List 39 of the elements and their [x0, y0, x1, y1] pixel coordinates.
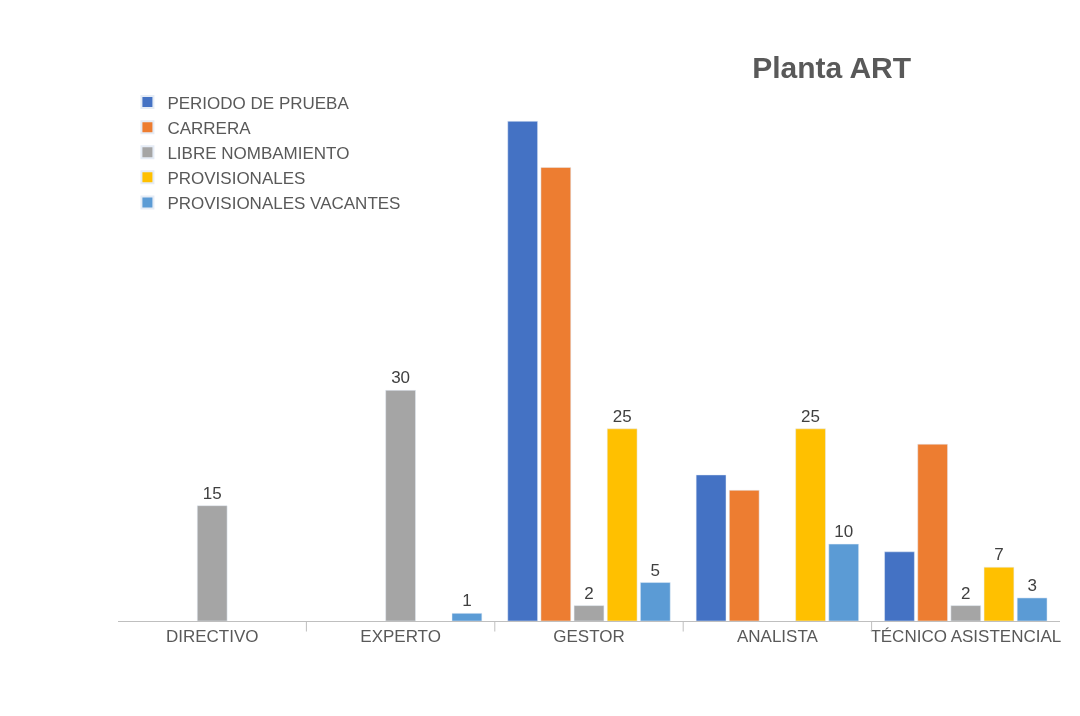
legend-label: PROVISIONALES [167, 168, 306, 188]
bar [507, 121, 538, 621]
x-tick-label: TÉCNICO ASISTENCIAL [870, 627, 1062, 647]
legend-label: CARRERA [167, 118, 252, 138]
chart-title: Planta ART [752, 51, 912, 85]
x-tick-label: DIRECTIVO [165, 627, 259, 647]
data-label: 25 [612, 406, 632, 426]
bar [385, 390, 416, 621]
bar [950, 605, 981, 621]
bar [729, 490, 760, 621]
legend-label: PROVISIONALES VACANTES [167, 194, 401, 214]
legend-label: PERIODO DE PRUEBA [167, 93, 350, 113]
data-label: 5 [650, 560, 661, 580]
bar [606, 428, 638, 621]
data-label: 2 [961, 583, 971, 603]
bar [695, 474, 727, 621]
bar [795, 428, 826, 621]
x-tick-label: ANALISTA [736, 627, 819, 647]
data-label: 25 [801, 406, 821, 426]
x-tick-label: EXPERTO [360, 627, 441, 647]
data-label: 1 [462, 591, 472, 611]
bar [640, 582, 671, 621]
bar [451, 613, 483, 621]
legend-label: LIBRE NOMBAMIENTO [167, 143, 350, 163]
bar [1016, 597, 1048, 621]
bar [197, 505, 228, 621]
data-label: 3 [1027, 575, 1037, 595]
data-label: 2 [584, 583, 594, 603]
bar [540, 167, 572, 621]
data-label: 10 [834, 522, 854, 542]
data-label: 15 [202, 483, 222, 503]
bar [884, 551, 915, 621]
bar [983, 566, 1015, 621]
bar [573, 605, 605, 621]
bar [917, 443, 948, 621]
x-tick-label: GESTOR [553, 627, 625, 647]
data-label: 7 [994, 545, 1004, 565]
data-label: 30 [391, 368, 411, 388]
bar [828, 543, 859, 621]
